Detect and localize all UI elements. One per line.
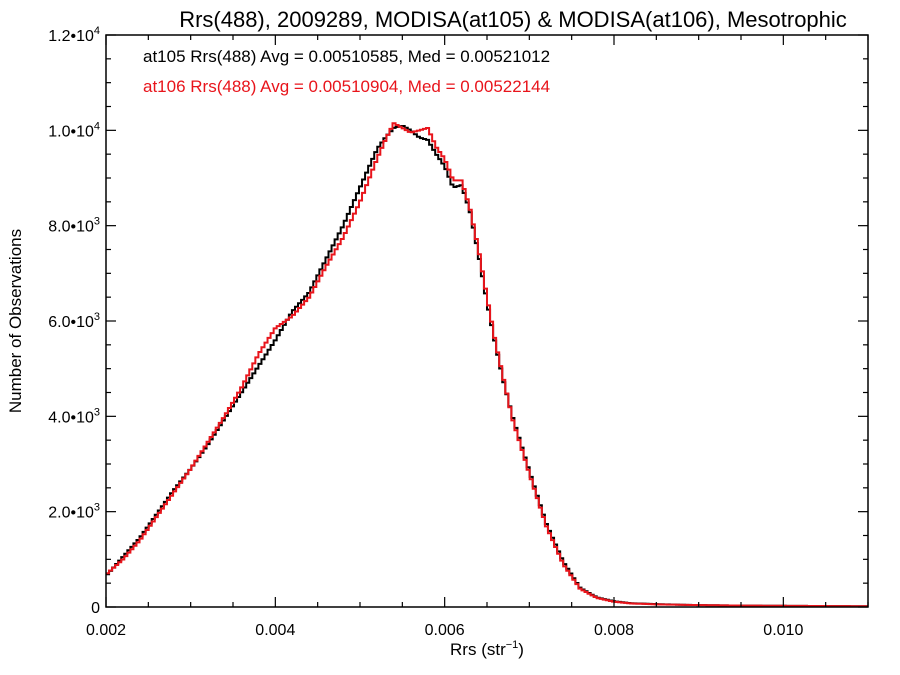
x-axis-label-sup: −1 (506, 639, 519, 651)
y-tick-label: 2.0•103 (48, 502, 100, 522)
y-tick-label: 6.0•103 (48, 311, 100, 331)
series-line-at105 (106, 125, 868, 608)
plot-frame (105, 34, 869, 608)
legend-at106: at106 Rrs(488) Avg = 0.00510904, Med = 0… (143, 77, 550, 96)
x-axis-label: Rrs (str−1) (450, 639, 524, 659)
legend-at105: at105 Rrs(488) Avg = 0.00510585, Med = 0… (143, 47, 550, 66)
y-tick-label: 1.0•104 (48, 120, 100, 140)
x-tick-label: 0.006 (425, 622, 465, 639)
y-tick-label: 4.0•103 (48, 406, 100, 426)
x-axis-label-tail: ) (518, 640, 524, 659)
series-line-at106 (106, 122, 868, 608)
x-tick-label: 0.010 (763, 622, 803, 639)
x-tick-label: 0.004 (255, 622, 295, 639)
chart-title: Rrs(488), 2009289, MODISA(at105) & MODIS… (179, 7, 847, 32)
x-axis: 0.002 0.004 0.006 0.008 0.010 (86, 35, 869, 639)
x-tick-label: 0.008 (594, 622, 634, 639)
y-tick-label: 0 (91, 600, 100, 617)
x-axis-label-base: Rrs (str (450, 640, 506, 659)
y-tick-label: 1.2•104 (48, 25, 100, 45)
plot-area (106, 122, 868, 608)
y-tick-label: 8.0•103 (48, 216, 100, 236)
y-axis-label: Number of Observations (6, 229, 25, 413)
x-tick-label: 0.002 (86, 622, 126, 639)
y-axis: 0 2.0•103 4.0•103 6.0•103 8.0•103 1.0•104 1.2•… (48, 25, 868, 617)
